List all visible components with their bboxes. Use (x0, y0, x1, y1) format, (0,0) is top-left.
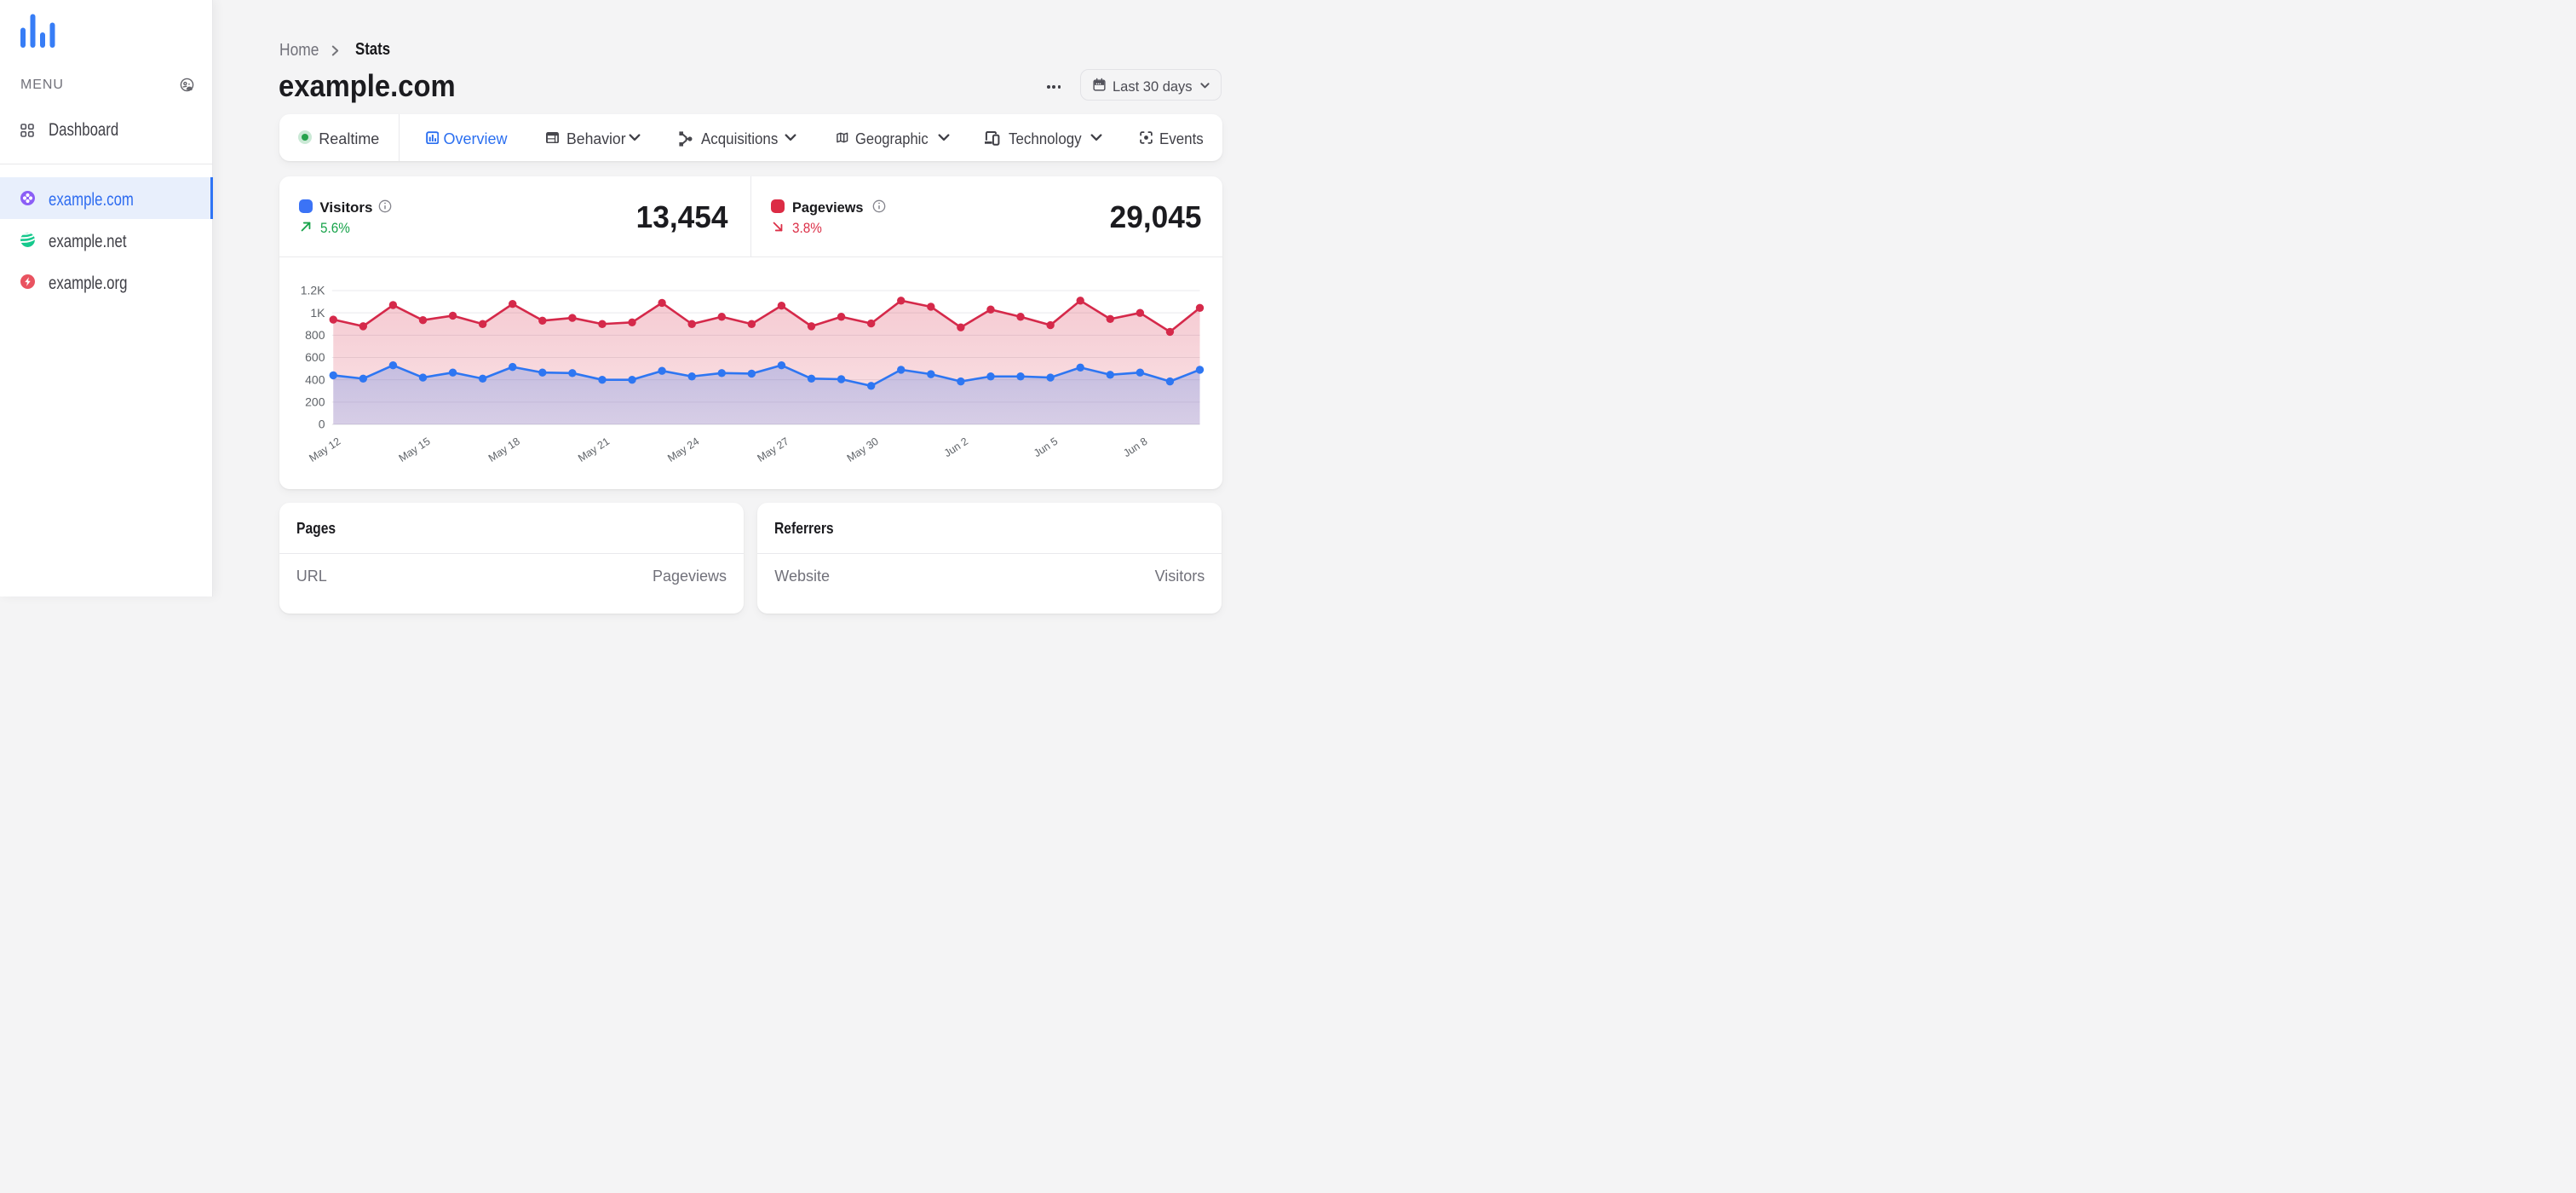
svg-text:May 18: May 18 (486, 435, 521, 464)
svg-text:400: 400 (305, 372, 325, 386)
svg-text:May 12: May 12 (307, 435, 342, 464)
svg-text:May 27: May 27 (755, 435, 791, 464)
svg-text:200: 200 (305, 395, 325, 409)
svg-text:Jun 5: Jun 5 (1031, 435, 1059, 459)
svg-text:0: 0 (318, 418, 325, 431)
svg-text:May 30: May 30 (844, 435, 880, 464)
svg-text:May 24: May 24 (665, 435, 701, 464)
svg-text:600: 600 (305, 350, 325, 364)
svg-text:800: 800 (305, 328, 325, 342)
svg-text:May 21: May 21 (576, 435, 612, 464)
svg-text:Jun 2: Jun 2 (941, 435, 969, 459)
svg-text:May 15: May 15 (396, 435, 432, 464)
svg-text:1K: 1K (310, 306, 325, 320)
svg-text:1.2K: 1.2K (300, 284, 325, 297)
svg-text:Jun 8: Jun 8 (1121, 435, 1149, 459)
